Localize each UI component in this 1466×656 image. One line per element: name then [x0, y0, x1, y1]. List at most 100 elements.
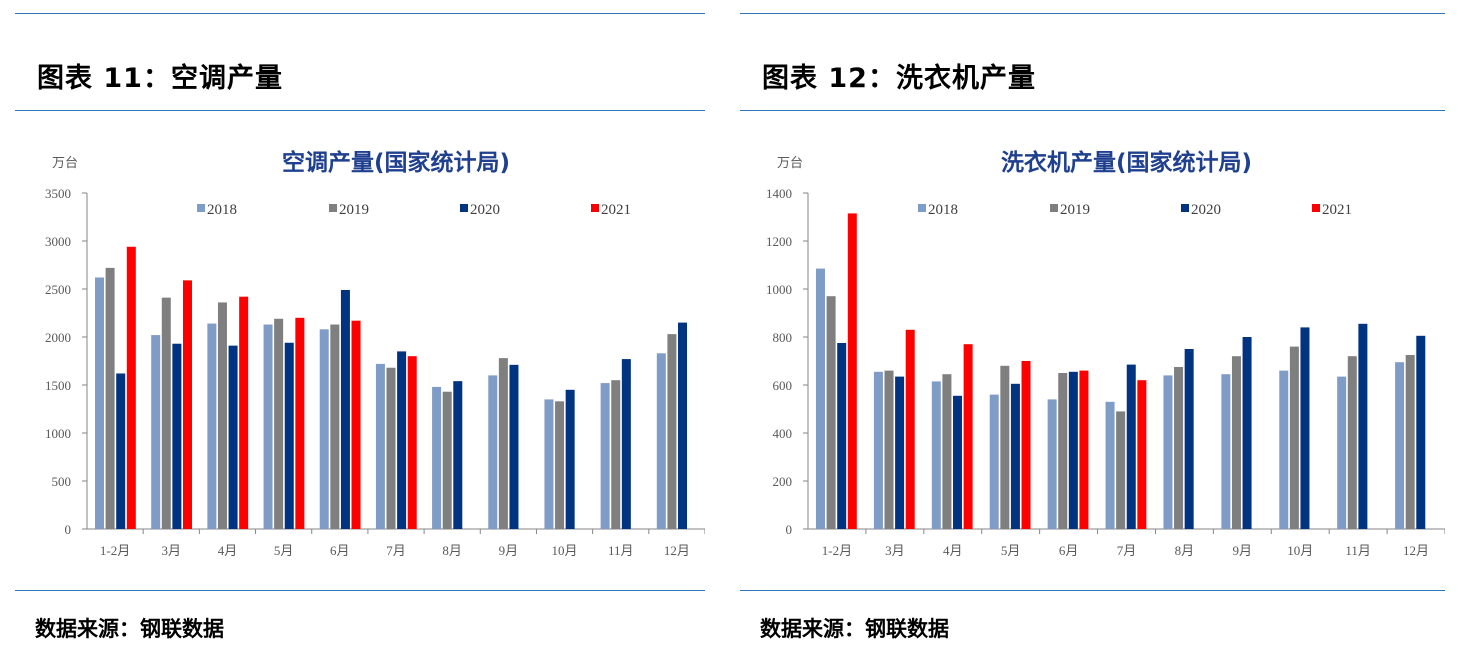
- bar-2020: [284, 342, 294, 529]
- x-tick-label: 8月: [1175, 543, 1195, 558]
- bar-2019: [330, 324, 340, 529]
- legend-swatch-2018: [918, 204, 926, 212]
- bar-2019: [274, 318, 284, 529]
- chart-washing-machine: 洗衣机产量(国家统计局) 万台 0 200 400 600 800 1000 1200 1400 1…: [766, 149, 1445, 558]
- x-tick-label: 1-2月: [100, 543, 130, 558]
- bar-2018: [1221, 374, 1231, 529]
- source-note: 数据来源：钢联数据: [760, 617, 949, 641]
- bar-2021: [1021, 361, 1031, 529]
- bar-2018: [544, 399, 554, 529]
- bar-2021: [905, 329, 915, 529]
- x-tick-label: 9月: [1233, 543, 1253, 558]
- y-tick-label: 0: [65, 522, 72, 537]
- bar-2021: [1137, 380, 1147, 529]
- panel-washing-machine: 图表 12：洗衣机产量 洗衣机产量(国家统计局) 万台 0 200 400 600 800 1…: [740, 0, 1445, 656]
- y-tick-label: 2500: [45, 282, 71, 297]
- x-tick-label: 8月: [442, 543, 462, 558]
- legend-swatch-2020: [460, 204, 468, 212]
- x-tick-label: 4月: [218, 543, 238, 558]
- bar-2018: [1105, 401, 1115, 529]
- bar-2019: [161, 297, 171, 529]
- bar-2018: [1395, 362, 1405, 529]
- bar-2020: [1010, 383, 1020, 529]
- bar-2020: [1184, 349, 1194, 529]
- legend-label: 2018: [207, 202, 237, 218]
- bar-2019: [1174, 367, 1184, 529]
- x-tick-label: 6月: [1059, 543, 1079, 558]
- panel-air-conditioner: 图表 11：空调产量 空调产量(国家统计局) 万台 0 500 1000 1500 2000…: [15, 0, 705, 656]
- bar-2019: [1000, 365, 1010, 529]
- divider: [15, 13, 705, 14]
- chart-air-conditioner: 空调产量(国家统计局) 万台 0 500 1000 1500 2000 2500 3000 350…: [45, 149, 705, 558]
- bar-2020: [1416, 335, 1426, 529]
- legend-label: 2020: [470, 202, 500, 218]
- bar-2020: [397, 351, 407, 529]
- bar-2019: [942, 374, 952, 529]
- bar-2018: [375, 363, 385, 529]
- bar-2020: [116, 373, 126, 529]
- x-tick-label: 10月: [1287, 543, 1313, 558]
- y-tick-label: 600: [773, 378, 793, 393]
- bar-2019: [826, 296, 836, 529]
- bar-2019: [1405, 355, 1415, 529]
- y-tick-label: 1000: [766, 282, 792, 297]
- chart-title: 洗衣机产量(国家统计局): [1001, 149, 1252, 176]
- bar-2019: [498, 358, 508, 529]
- y-tick-label: 800: [773, 330, 793, 345]
- bar-2020: [678, 322, 688, 529]
- y-axis-unit: 万台: [777, 156, 803, 171]
- bar-2020: [895, 376, 905, 529]
- bar-2019: [1058, 373, 1068, 529]
- bar-2021: [1079, 370, 1089, 529]
- bar-2019: [1289, 346, 1299, 529]
- x-tick-label: 4月: [943, 543, 963, 558]
- bar-2019: [1347, 356, 1357, 529]
- legend-label: 2018: [928, 202, 958, 218]
- bar-2018: [488, 375, 498, 529]
- bar-2020: [1126, 364, 1136, 529]
- legend-swatch-2021: [1312, 204, 1320, 212]
- x-tick-label: 3月: [885, 543, 905, 558]
- bar-2018: [319, 329, 329, 529]
- divider: [740, 13, 1445, 14]
- legend-swatch-2019: [329, 204, 337, 212]
- legend-swatch-2018: [197, 204, 205, 212]
- legend-label: 2020: [1191, 202, 1221, 218]
- bar-2020: [1242, 337, 1252, 529]
- bar-2018: [1047, 399, 1057, 529]
- divider: [740, 110, 1445, 111]
- bar-2020: [172, 343, 182, 529]
- source-note: 数据来源：钢联数据: [35, 617, 224, 641]
- bar-2021: [295, 317, 305, 529]
- bar-2019: [1116, 411, 1126, 529]
- bar-2021: [847, 213, 857, 529]
- y-tick-label: 1400: [766, 186, 792, 201]
- bar-2020: [837, 343, 847, 529]
- bar-2019: [386, 367, 396, 529]
- bar-2019: [555, 401, 565, 529]
- bar-2019: [217, 302, 227, 529]
- divider: [15, 590, 705, 591]
- x-tick-label: 1-2月: [822, 543, 852, 558]
- bar-2020: [340, 289, 350, 529]
- x-tick-label: 7月: [1117, 543, 1137, 558]
- bar-2019: [105, 267, 115, 529]
- chart-title: 空调产量(国家统计局): [282, 149, 510, 176]
- bar-2020: [509, 364, 519, 529]
- bar-2020: [621, 359, 631, 529]
- y-tick-label: 200: [773, 474, 793, 489]
- legend-label: 2019: [1060, 202, 1090, 218]
- bar-2019: [442, 391, 452, 529]
- bar-2018: [873, 371, 883, 529]
- bar-2018: [263, 324, 273, 529]
- y-tick-label: 3000: [45, 234, 71, 249]
- x-tick-label: 11月: [1345, 543, 1371, 558]
- figure-heading: 图表 12：洗衣机产量: [762, 63, 1036, 94]
- bar-2019: [611, 380, 621, 529]
- divider: [740, 590, 1445, 591]
- divider: [15, 110, 705, 111]
- bar-2020: [1358, 323, 1368, 529]
- y-tick-label: 500: [52, 474, 72, 489]
- x-tick-label: 6月: [330, 543, 350, 558]
- bar-2018: [1163, 375, 1173, 529]
